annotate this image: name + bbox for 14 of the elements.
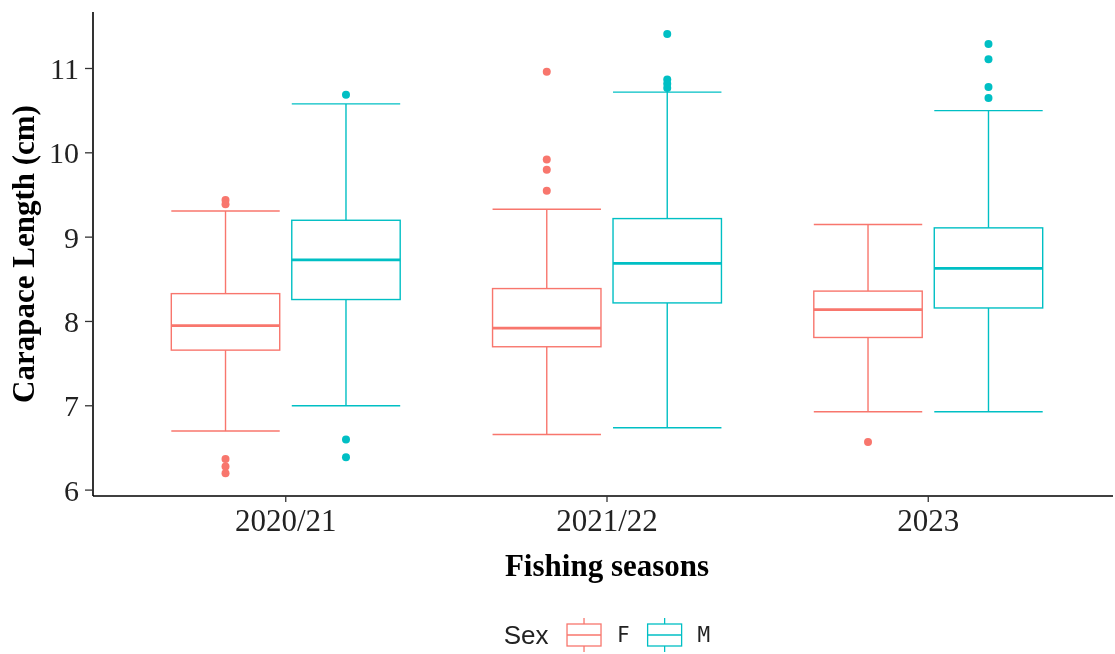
y-tick-label: 10 [49,136,79,170]
y-tick-label: 7 [64,389,79,423]
y-tick-label: 8 [64,304,79,338]
x-tick-label: 2023 [897,503,960,538]
legend-label: M [697,623,711,648]
x-tick-label: 2020/21 [234,503,337,538]
y-axis-title: Carapace Length (cm) [6,105,41,403]
legend-label: F [617,623,630,648]
y-tick-label: 9 [64,220,79,254]
x-axis-title: Fishing seasons [504,548,710,583]
y-tick-label: 11 [50,51,79,85]
legend-title: Sex [503,620,549,651]
x-tick-label: 2021/22 [556,503,658,538]
y-tick-label: 6 [64,473,79,507]
